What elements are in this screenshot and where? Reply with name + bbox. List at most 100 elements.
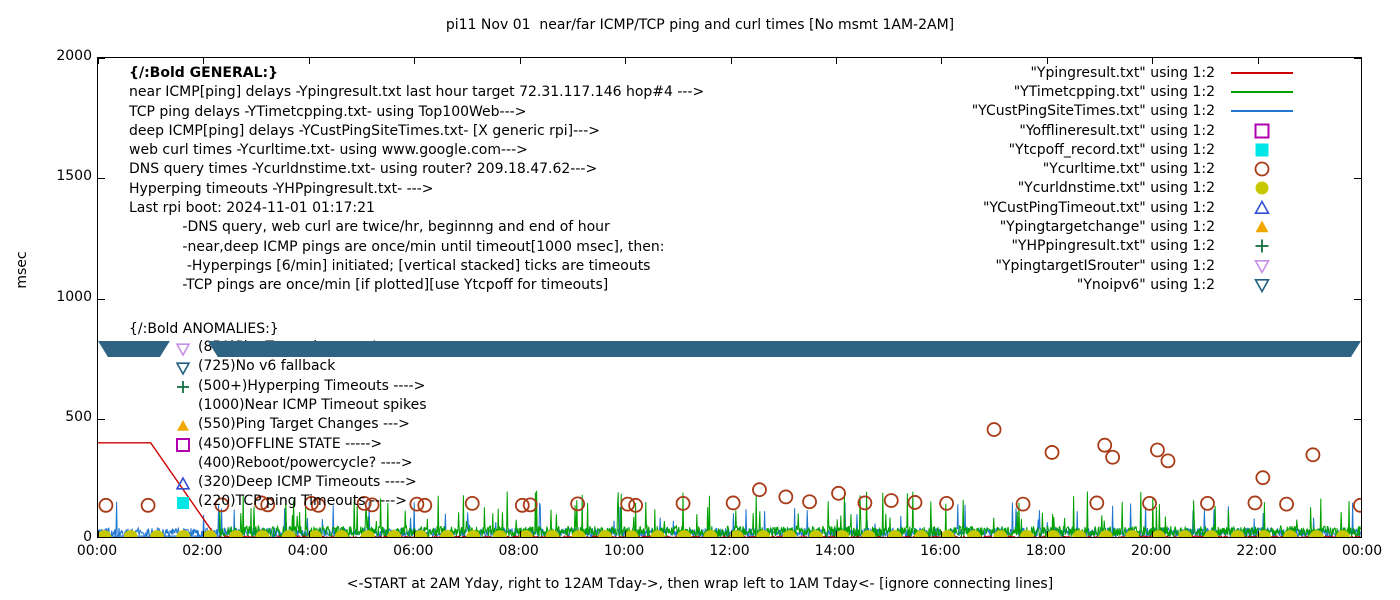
data-marker bbox=[725, 495, 741, 511]
data-marker bbox=[887, 530, 902, 537]
y-tick-mark bbox=[1354, 418, 1361, 420]
data-marker bbox=[808, 530, 823, 537]
page-title: pi11 Nov 01 near/far ICMP/TCP ping and c… bbox=[445, 17, 955, 33]
data-marker bbox=[253, 495, 269, 511]
x-axis-caption: <-START at 2AM Yday, right to 12AM Tday-… bbox=[346, 576, 1054, 592]
anomaly-marker-icon bbox=[175, 343, 191, 357]
legend-item: "YHPpingresult.txt" using 1:2 bbox=[972, 237, 1301, 256]
x-tick-mark bbox=[414, 531, 416, 537]
x-tick-mark bbox=[1046, 531, 1048, 537]
x-tick-label: 10:00 bbox=[603, 543, 645, 559]
data-marker bbox=[1352, 497, 1361, 513]
data-marker bbox=[628, 497, 644, 513]
general-line: Hyperping timeouts -YHPpingresult.txt- -… bbox=[129, 180, 434, 197]
legend-key bbox=[1223, 159, 1301, 179]
data-marker bbox=[857, 495, 873, 511]
anomaly-marker-icon bbox=[177, 381, 189, 394]
x-tick-mark bbox=[625, 58, 627, 64]
data-marker bbox=[1142, 496, 1157, 511]
general-line: near ICMP[ping] delays -Ypingresult.txt … bbox=[129, 84, 705, 101]
data-marker bbox=[861, 530, 876, 537]
anomaly-row: (1000)Near ICMP Timeout spikes bbox=[198, 397, 427, 416]
legend-item: "YCustPingSiteTimes.txt" using 1:2 bbox=[972, 102, 1301, 121]
data-marker bbox=[571, 530, 586, 537]
general-line: -near,deep ICMP pings are once/min until… bbox=[129, 238, 665, 255]
general-line: Last rpi boot: 2024-11-01 01:17:21 bbox=[129, 200, 375, 217]
legend-item: "YpingtargetISrouter" using 1:2 bbox=[972, 256, 1301, 275]
legend-label: "Ytcpoff_record.txt" using 1:2 bbox=[1008, 141, 1215, 158]
general-line: DNS query times -Ycurldnstime.txt- using… bbox=[129, 161, 598, 178]
anomaly-label: (500+)Hyperping Timeouts ----> bbox=[198, 377, 426, 394]
anomaly-label: (1000)Near ICMP Timeout spikes bbox=[198, 396, 427, 413]
data-marker bbox=[308, 530, 323, 537]
legend-label: "Ypingresult.txt" using 1:2 bbox=[1030, 64, 1215, 81]
x-tick-label: 18:00 bbox=[1025, 543, 1066, 559]
anomaly-row: (500+)Hyperping Timeouts ----> bbox=[177, 377, 426, 397]
legend-key bbox=[1223, 110, 1301, 113]
data-marker bbox=[835, 530, 850, 537]
y-tick-mark bbox=[98, 298, 105, 300]
legend-label: "YTimetcpping.txt" using 1:2 bbox=[1013, 83, 1215, 100]
data-marker bbox=[518, 530, 533, 537]
x-tick-label: 00:00 bbox=[76, 543, 118, 559]
data-marker bbox=[514, 497, 530, 513]
data-marker bbox=[1151, 530, 1166, 537]
data-marker bbox=[1177, 530, 1192, 537]
legend-label: "Ycurltime.txt" using 1:2 bbox=[1042, 161, 1215, 178]
x-tick-label: 06:00 bbox=[393, 543, 434, 559]
data-marker bbox=[907, 495, 923, 510]
data-marker bbox=[260, 497, 276, 513]
x-tick-mark bbox=[941, 58, 943, 64]
data-marker bbox=[214, 497, 230, 513]
data-marker bbox=[729, 530, 744, 537]
anomaly-row: (725)No v6 fallback bbox=[175, 358, 335, 377]
legend-marker-icon bbox=[1254, 161, 1270, 177]
y-axis-label: msec bbox=[14, 251, 30, 289]
legend-key bbox=[1223, 198, 1301, 218]
x-tick-label: 08:00 bbox=[498, 543, 539, 559]
data-marker bbox=[1335, 530, 1350, 537]
anomaly-label: (550)Ping Target Changes ---> bbox=[198, 416, 410, 433]
legend-item: "Ytcpoff_record.txt" using 1:2 bbox=[972, 140, 1301, 159]
data-marker bbox=[1098, 530, 1113, 537]
general-line: -Hyperpings [6/min] initiated; [vertical… bbox=[129, 257, 651, 274]
x-tick-mark bbox=[1257, 531, 1259, 537]
x-tick-mark bbox=[519, 531, 521, 537]
data-marker bbox=[310, 497, 326, 513]
y-tick-mark bbox=[98, 58, 105, 59]
x-tick-label: 00:00 bbox=[1341, 543, 1383, 559]
data-marker bbox=[1046, 530, 1061, 537]
x-tick-mark bbox=[730, 58, 732, 64]
anomaly-row: (550)Ping Target Changes ---> bbox=[177, 416, 410, 435]
legend-item: "Ynoipv6" using 1:2 bbox=[972, 275, 1301, 294]
anomaly-marker-icon bbox=[175, 476, 191, 490]
x-tick-mark bbox=[308, 58, 310, 64]
data-marker bbox=[914, 530, 929, 537]
legend-line-swatch bbox=[1231, 90, 1293, 93]
data-marker bbox=[98, 497, 114, 513]
y-tick-label: 0 bbox=[83, 529, 92, 545]
data-marker bbox=[570, 496, 586, 512]
x-tick-mark bbox=[98, 58, 99, 64]
x-tick-mark bbox=[519, 58, 521, 64]
y-tick-mark bbox=[1354, 58, 1361, 59]
data-marker bbox=[1256, 530, 1271, 537]
data-marker bbox=[1089, 495, 1105, 511]
data-marker bbox=[202, 530, 217, 537]
general-line: deep ICMP[ping] delays -YCustPingSiteTim… bbox=[129, 122, 600, 139]
legend-key bbox=[1223, 217, 1301, 237]
data-marker bbox=[1230, 530, 1245, 537]
legend-label: "Ycurldnstime.txt" using 1:2 bbox=[1017, 180, 1215, 197]
trace-line bbox=[98, 442, 1361, 537]
legend-item: "Ycurldnstime.txt" using 1:2 bbox=[972, 179, 1301, 198]
legend-label: "YpingtargetISrouter" using 1:2 bbox=[995, 257, 1215, 274]
legend-label: "YCustPingTimeout.txt" using 1:2 bbox=[982, 199, 1215, 216]
data-marker bbox=[304, 496, 319, 511]
x-tick-mark bbox=[625, 531, 627, 537]
legend-key bbox=[1223, 275, 1301, 295]
anomaly-marker-icon bbox=[175, 362, 191, 376]
data-marker bbox=[598, 530, 613, 537]
legend-item: "Ypingresult.txt" using 1:2 bbox=[972, 63, 1301, 82]
data-marker bbox=[522, 497, 538, 513]
legend-key bbox=[1223, 236, 1301, 256]
